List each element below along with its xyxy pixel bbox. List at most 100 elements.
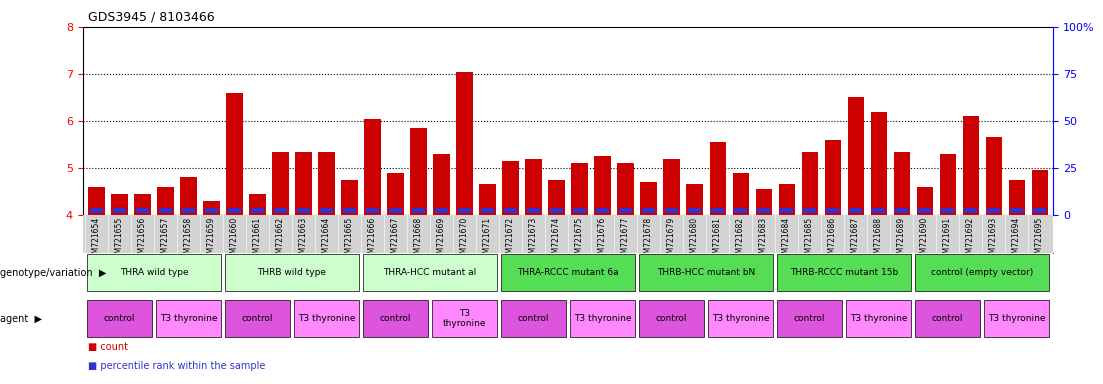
- Bar: [735, 207, 747, 213]
- Bar: [918, 207, 931, 213]
- Bar: [847, 98, 864, 215]
- Text: GSM721682: GSM721682: [736, 217, 745, 263]
- Text: GSM721675: GSM721675: [575, 217, 585, 263]
- Text: control: control: [517, 314, 549, 323]
- Text: T3 thyronine: T3 thyronine: [849, 314, 908, 323]
- Text: T3 thyronine: T3 thyronine: [574, 314, 631, 323]
- Bar: [389, 207, 401, 213]
- Bar: [984, 300, 1049, 337]
- Text: T3 thyronine: T3 thyronine: [298, 314, 355, 323]
- Text: GSM721671: GSM721671: [483, 217, 492, 263]
- Text: GSM721677: GSM721677: [621, 217, 630, 263]
- Bar: [225, 300, 290, 337]
- Bar: [732, 173, 749, 215]
- Bar: [548, 180, 565, 215]
- Bar: [226, 93, 243, 215]
- Bar: [665, 207, 678, 213]
- Bar: [917, 187, 933, 215]
- Text: control: control: [932, 314, 963, 323]
- Bar: [985, 137, 1002, 215]
- Bar: [87, 300, 152, 337]
- Bar: [293, 300, 360, 337]
- Bar: [664, 159, 679, 215]
- Text: ■ percentile rank within the sample: ■ percentile rank within the sample: [88, 361, 266, 371]
- Bar: [181, 177, 196, 215]
- Bar: [963, 116, 978, 215]
- Text: GSM721690: GSM721690: [920, 217, 929, 263]
- Bar: [779, 184, 794, 215]
- Bar: [363, 254, 497, 291]
- Bar: [387, 173, 404, 215]
- Bar: [203, 201, 219, 215]
- Bar: [87, 254, 222, 291]
- Bar: [296, 152, 311, 215]
- Bar: [777, 254, 911, 291]
- Bar: [135, 194, 151, 215]
- Bar: [987, 207, 1000, 213]
- Text: THRB-RCCC mutant 15b: THRB-RCCC mutant 15b: [790, 268, 898, 277]
- Bar: [893, 152, 910, 215]
- Bar: [777, 300, 843, 337]
- Bar: [251, 207, 264, 213]
- Bar: [343, 207, 356, 213]
- Bar: [297, 207, 310, 213]
- Text: GSM721678: GSM721678: [644, 217, 653, 263]
- Bar: [88, 187, 105, 215]
- Text: GSM721663: GSM721663: [299, 217, 308, 263]
- Bar: [364, 119, 381, 215]
- Bar: [686, 184, 703, 215]
- Text: T3 thyronine: T3 thyronine: [160, 314, 217, 323]
- Bar: [872, 207, 885, 213]
- Bar: [574, 207, 586, 213]
- Bar: [525, 159, 542, 215]
- Text: control: control: [794, 314, 825, 323]
- Text: control: control: [104, 314, 136, 323]
- Text: GSM721691: GSM721691: [943, 217, 952, 263]
- Text: T3 thyronine: T3 thyronine: [711, 314, 769, 323]
- Text: GSM721689: GSM721689: [897, 217, 906, 263]
- Text: GSM721657: GSM721657: [161, 217, 170, 263]
- Text: GSM721680: GSM721680: [690, 217, 699, 263]
- Text: GSM721685: GSM721685: [805, 217, 814, 263]
- Bar: [1031, 170, 1048, 215]
- Text: GSM721655: GSM721655: [115, 217, 124, 263]
- Bar: [433, 154, 450, 215]
- Bar: [639, 254, 773, 291]
- Bar: [570, 300, 635, 337]
- Bar: [711, 207, 724, 213]
- Bar: [501, 300, 566, 337]
- Bar: [595, 156, 611, 215]
- Text: GSM721654: GSM721654: [92, 217, 101, 263]
- Bar: [159, 207, 172, 213]
- Text: THRA-RCCC mutant 6a: THRA-RCCC mutant 6a: [517, 268, 619, 277]
- Bar: [826, 207, 839, 213]
- Text: GSM721693: GSM721693: [989, 217, 998, 263]
- Bar: [964, 207, 977, 213]
- Text: GSM721661: GSM721661: [253, 217, 263, 263]
- Bar: [825, 140, 840, 215]
- Bar: [457, 71, 472, 215]
- Bar: [431, 300, 497, 337]
- Text: GSM721656: GSM721656: [138, 217, 147, 263]
- Text: GSM721673: GSM721673: [529, 217, 538, 263]
- Bar: [619, 207, 632, 213]
- Text: GSM721668: GSM721668: [414, 217, 424, 263]
- Bar: [435, 207, 448, 213]
- Bar: [780, 207, 793, 213]
- Bar: [802, 152, 817, 215]
- Bar: [642, 207, 655, 213]
- Text: GSM721679: GSM721679: [667, 217, 676, 263]
- Bar: [1010, 207, 1022, 213]
- Bar: [410, 128, 427, 215]
- Bar: [363, 300, 428, 337]
- Text: GSM721694: GSM721694: [1013, 217, 1021, 263]
- Bar: [596, 207, 609, 213]
- Text: GSM721667: GSM721667: [392, 217, 400, 263]
- Bar: [320, 207, 333, 213]
- Text: GSM721659: GSM721659: [207, 217, 216, 263]
- Bar: [618, 163, 633, 215]
- Bar: [156, 300, 222, 337]
- Bar: [914, 254, 1049, 291]
- Bar: [870, 112, 887, 215]
- Bar: [319, 152, 334, 215]
